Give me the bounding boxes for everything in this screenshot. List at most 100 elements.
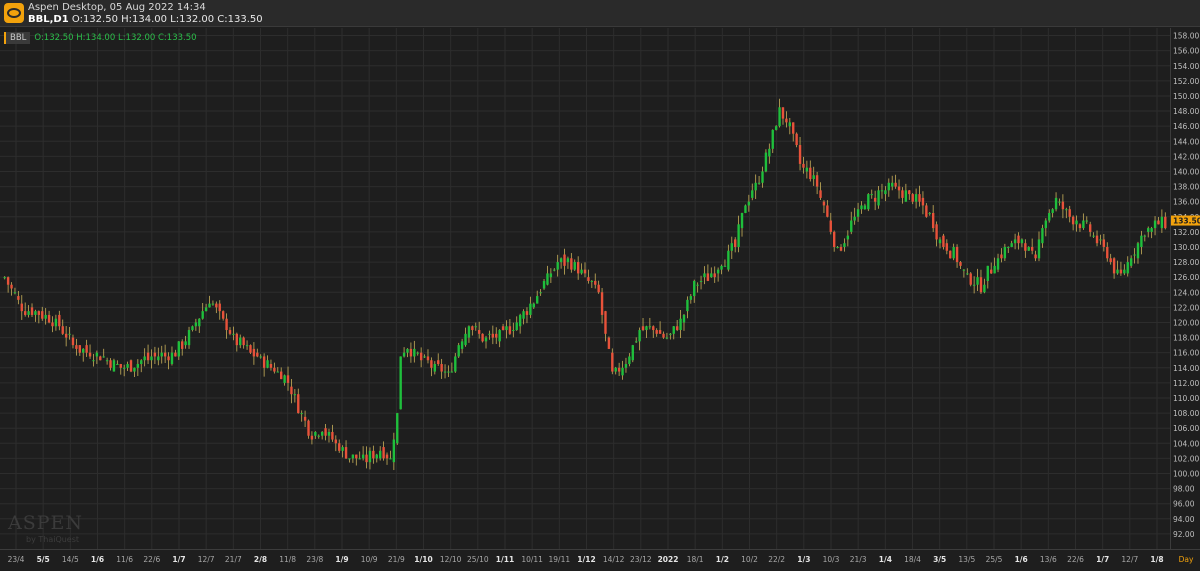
candle bbox=[587, 269, 590, 284]
candle bbox=[44, 308, 47, 325]
candle bbox=[317, 434, 320, 439]
candle bbox=[378, 446, 382, 461]
candle bbox=[228, 327, 232, 336]
candle bbox=[484, 335, 488, 349]
symbol-header: BBL,D1 O:132.50 H:134.00 L:132.00 C:133.… bbox=[28, 14, 263, 25]
candle bbox=[1020, 238, 1024, 248]
candle bbox=[460, 338, 464, 354]
candle bbox=[979, 269, 983, 295]
price-tick-label: 156.00 bbox=[1173, 47, 1199, 56]
candle bbox=[1164, 212, 1167, 230]
candle bbox=[392, 432, 396, 471]
time-tick-label: 14/5 bbox=[62, 555, 79, 564]
candle bbox=[1048, 209, 1051, 223]
candle bbox=[1030, 238, 1034, 255]
candle bbox=[846, 230, 850, 247]
candle bbox=[1116, 260, 1119, 275]
candle bbox=[157, 347, 160, 366]
candle bbox=[375, 453, 378, 463]
time-tick-label: 10/11 bbox=[521, 555, 543, 564]
candle bbox=[365, 446, 368, 469]
candle bbox=[218, 300, 221, 320]
candle bbox=[320, 431, 324, 440]
candle bbox=[812, 166, 815, 186]
candle bbox=[529, 296, 532, 319]
candle bbox=[198, 318, 201, 333]
candle bbox=[829, 212, 832, 235]
candle bbox=[976, 268, 979, 292]
candle bbox=[109, 358, 112, 371]
candle bbox=[211, 300, 215, 306]
candle bbox=[1136, 241, 1140, 264]
time-tick-label: 1/7 bbox=[1096, 555, 1109, 564]
candle bbox=[286, 366, 290, 391]
candle bbox=[1078, 223, 1082, 232]
candle bbox=[877, 185, 880, 209]
candle bbox=[338, 439, 341, 453]
candle bbox=[276, 367, 279, 373]
candle bbox=[716, 267, 720, 282]
candle bbox=[1003, 243, 1007, 262]
candle bbox=[314, 431, 317, 439]
candle bbox=[652, 325, 655, 338]
candle bbox=[355, 454, 358, 466]
aspen-logo-icon bbox=[4, 3, 24, 23]
candle bbox=[730, 236, 733, 259]
price-tick-label: 102.00 bbox=[1173, 454, 1199, 463]
price-tick-label: 100.00 bbox=[1173, 469, 1199, 478]
candle bbox=[10, 282, 13, 296]
candle bbox=[239, 334, 242, 349]
price-tick-label: 144.00 bbox=[1173, 137, 1199, 146]
candle bbox=[604, 310, 607, 342]
candle bbox=[488, 330, 491, 340]
candle bbox=[542, 278, 546, 290]
candle bbox=[1119, 261, 1123, 276]
chart-area[interactable] bbox=[0, 28, 1170, 549]
candle bbox=[884, 186, 887, 202]
candle bbox=[454, 353, 457, 373]
candle bbox=[447, 365, 450, 377]
candle bbox=[242, 336, 245, 349]
price-tick-label: 118.00 bbox=[1173, 334, 1199, 343]
candle bbox=[221, 310, 225, 321]
time-axis[interactable]: 23/4 5/5 14/5 1/6 11/6 22/6 1/7 12/7 21/7 2/8 11/8… bbox=[0, 549, 1200, 566]
candle bbox=[68, 327, 71, 340]
candle bbox=[740, 212, 744, 237]
candle bbox=[174, 349, 177, 357]
candle bbox=[908, 190, 911, 200]
candle bbox=[993, 257, 996, 274]
price-tick-label: 130.00 bbox=[1173, 243, 1199, 252]
candle bbox=[1000, 248, 1003, 263]
candle bbox=[215, 301, 218, 314]
candle bbox=[880, 183, 884, 199]
candle bbox=[443, 364, 447, 379]
candle bbox=[931, 205, 935, 232]
candlestick-chart[interactable] bbox=[0, 28, 1170, 549]
candle bbox=[126, 361, 129, 372]
candle bbox=[1071, 215, 1075, 231]
candle bbox=[27, 305, 30, 318]
candle bbox=[290, 379, 293, 404]
candle bbox=[160, 345, 163, 364]
time-tick-label: 2/8 bbox=[254, 555, 267, 564]
candle bbox=[13, 287, 17, 295]
price-axis[interactable]: 92.00 94.00 96.00 98.00 100.00 102.00 104.00 10… bbox=[1170, 28, 1200, 549]
price-tick-label: 112.00 bbox=[1173, 379, 1199, 388]
candle bbox=[136, 359, 140, 376]
candle bbox=[655, 328, 658, 337]
candle bbox=[901, 187, 904, 204]
candle bbox=[1129, 255, 1133, 268]
candle bbox=[382, 441, 385, 461]
candle bbox=[682, 314, 686, 331]
legend-symbol[interactable]: BBL bbox=[4, 32, 31, 44]
candle bbox=[754, 174, 757, 200]
candle bbox=[1007, 246, 1010, 254]
candle bbox=[143, 348, 146, 367]
time-tick-label: 1/9 bbox=[335, 555, 348, 564]
candle bbox=[764, 149, 768, 173]
candle bbox=[553, 268, 556, 272]
window-title: Aspen Desktop, 05 Aug 2022 14:34 bbox=[28, 2, 206, 13]
candle bbox=[815, 171, 819, 195]
price-tick-label: 108.00 bbox=[1173, 409, 1199, 418]
price-tick-label: 120.00 bbox=[1173, 318, 1199, 327]
